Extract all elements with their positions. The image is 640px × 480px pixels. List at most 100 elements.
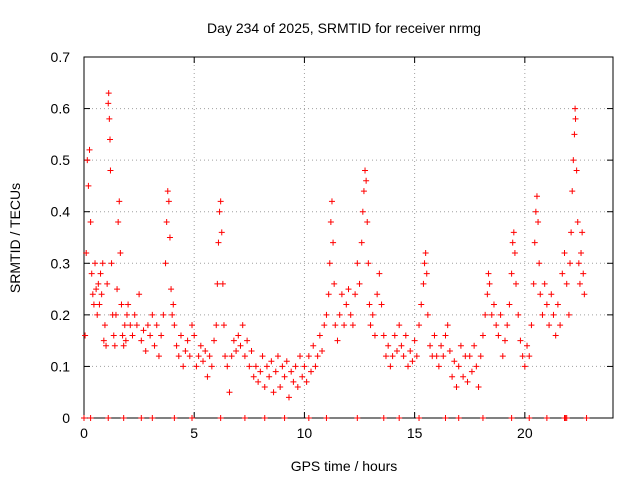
data-point: [573, 167, 580, 174]
data-point: [261, 415, 268, 421]
data-point: [283, 358, 290, 365]
data-point: [366, 301, 373, 308]
data-point: [279, 363, 286, 370]
data-point: [565, 311, 572, 318]
data-point: [252, 363, 259, 370]
data-point: [163, 219, 170, 226]
data-point: [171, 415, 178, 421]
data-point: [442, 415, 449, 421]
data-point: [211, 337, 218, 344]
data-point: [563, 415, 570, 421]
data-point: [186, 353, 193, 360]
data-point: [316, 332, 323, 339]
data-point: [208, 363, 215, 370]
data-point: [122, 337, 129, 344]
data-point: [248, 347, 255, 354]
data-point: [519, 353, 526, 360]
data-point: [281, 373, 288, 380]
data-point: [508, 415, 515, 421]
data-point: [371, 332, 378, 339]
x-tick-label: 15: [407, 425, 423, 441]
x-tick-label: 0: [80, 425, 88, 441]
data-point: [270, 389, 277, 396]
data-point: [133, 322, 140, 329]
y-axis-label: SRMTID / TECUs: [7, 183, 23, 293]
data-point: [323, 311, 330, 318]
data-point: [323, 415, 330, 421]
data-point: [239, 322, 246, 329]
data-point: [246, 363, 253, 370]
data-point: [90, 301, 97, 308]
data-point: [444, 322, 451, 329]
data-point: [257, 368, 264, 375]
data-point: [84, 157, 91, 164]
data-point: [218, 229, 225, 236]
data-point: [228, 353, 235, 360]
data-point: [557, 322, 564, 329]
data-point: [374, 291, 381, 298]
data-point: [158, 332, 165, 339]
data-point: [493, 322, 500, 329]
data-point: [98, 291, 105, 298]
data-point: [151, 342, 158, 349]
data-point: [259, 353, 266, 360]
data-point: [92, 260, 99, 267]
data-point: [101, 322, 108, 329]
data-point: [233, 347, 240, 354]
data-point: [484, 291, 491, 298]
chart-title: Day 234 of 2025, SRMTID for receiver nrm…: [207, 20, 481, 36]
data-point: [535, 219, 542, 226]
data-point: [312, 363, 319, 370]
data-point: [442, 332, 449, 339]
data-point: [121, 322, 128, 329]
data-point: [117, 249, 124, 256]
data-point: [87, 219, 94, 226]
data-point: [105, 415, 112, 421]
data-point: [405, 363, 412, 370]
data-point: [237, 342, 244, 349]
data-point: [515, 311, 522, 318]
y-tick-label: 0.7: [51, 49, 71, 65]
data-point: [230, 337, 237, 344]
data-point: [319, 347, 326, 354]
data-point: [173, 342, 180, 349]
data-point: [536, 260, 543, 267]
data-point: [285, 394, 292, 401]
data-point: [106, 115, 113, 122]
data-point: [336, 311, 343, 318]
data-point: [100, 337, 107, 344]
data-point: [343, 301, 350, 308]
data-point: [413, 353, 420, 360]
data-point: [468, 368, 475, 375]
data-point: [266, 373, 273, 380]
data-point: [422, 249, 429, 256]
data-point: [449, 373, 456, 380]
data-point: [272, 368, 279, 375]
data-point: [362, 167, 369, 174]
data-point: [255, 378, 262, 385]
data-point: [485, 270, 492, 277]
data-point: [568, 229, 575, 236]
data-point: [438, 342, 445, 349]
data-point: [235, 332, 242, 339]
data-points: [81, 90, 590, 421]
data-point: [103, 342, 110, 349]
data-point: [123, 311, 130, 318]
data-point: [290, 378, 297, 385]
data-point: [110, 332, 117, 339]
y-tick-label: 0.3: [51, 255, 71, 271]
data-point: [440, 353, 447, 360]
data-point: [115, 219, 122, 226]
data-point: [274, 353, 281, 360]
data-point: [576, 280, 583, 287]
data-point: [226, 389, 233, 396]
data-point: [561, 249, 568, 256]
data-point: [166, 234, 173, 241]
data-point: [479, 415, 486, 421]
data-point: [354, 260, 361, 267]
data-point: [421, 260, 428, 267]
data-point: [180, 363, 187, 370]
data-point: [263, 363, 270, 370]
data-point: [104, 280, 111, 287]
data-point: [112, 311, 119, 318]
